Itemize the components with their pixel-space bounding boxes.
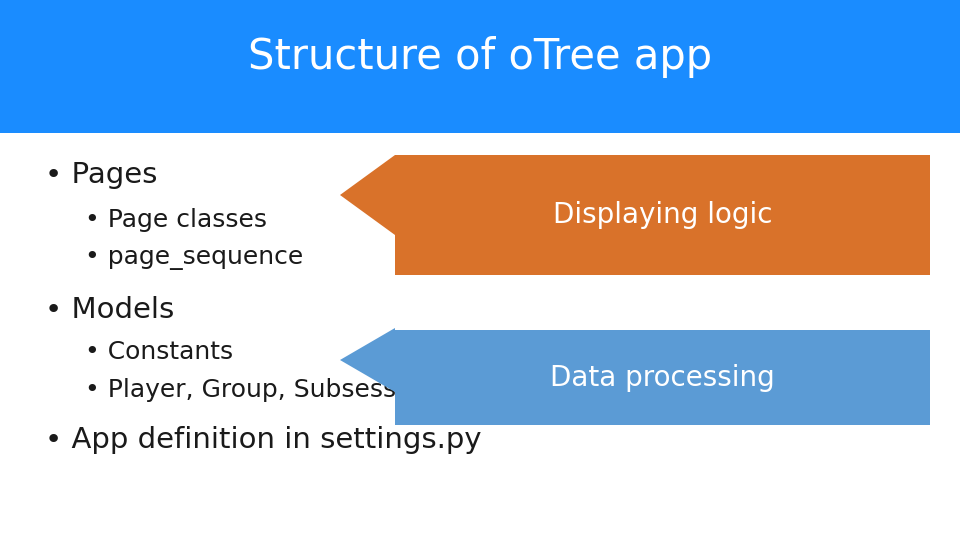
Text: Displaying logic: Displaying logic — [553, 201, 772, 229]
Polygon shape — [340, 155, 395, 235]
Bar — [395, 330, 930, 425]
Text: • Player, Group, Subsession: • Player, Group, Subsession — [85, 378, 434, 402]
Bar — [395, 155, 930, 275]
Text: • Page classes: • Page classes — [85, 208, 267, 232]
Text: • page_sequence: • page_sequence — [85, 246, 303, 270]
Text: Data processing: Data processing — [550, 363, 775, 392]
Text: • App definition in settings.py: • App definition in settings.py — [45, 426, 482, 454]
Text: • Constants: • Constants — [85, 340, 233, 364]
Text: • Models: • Models — [45, 296, 175, 324]
Bar — [0, 115, 960, 133]
Text: Structure of oTree app: Structure of oTree app — [248, 37, 712, 78]
Polygon shape — [340, 328, 395, 392]
Bar — [0, 0, 960, 115]
Text: • Pages: • Pages — [45, 161, 157, 189]
